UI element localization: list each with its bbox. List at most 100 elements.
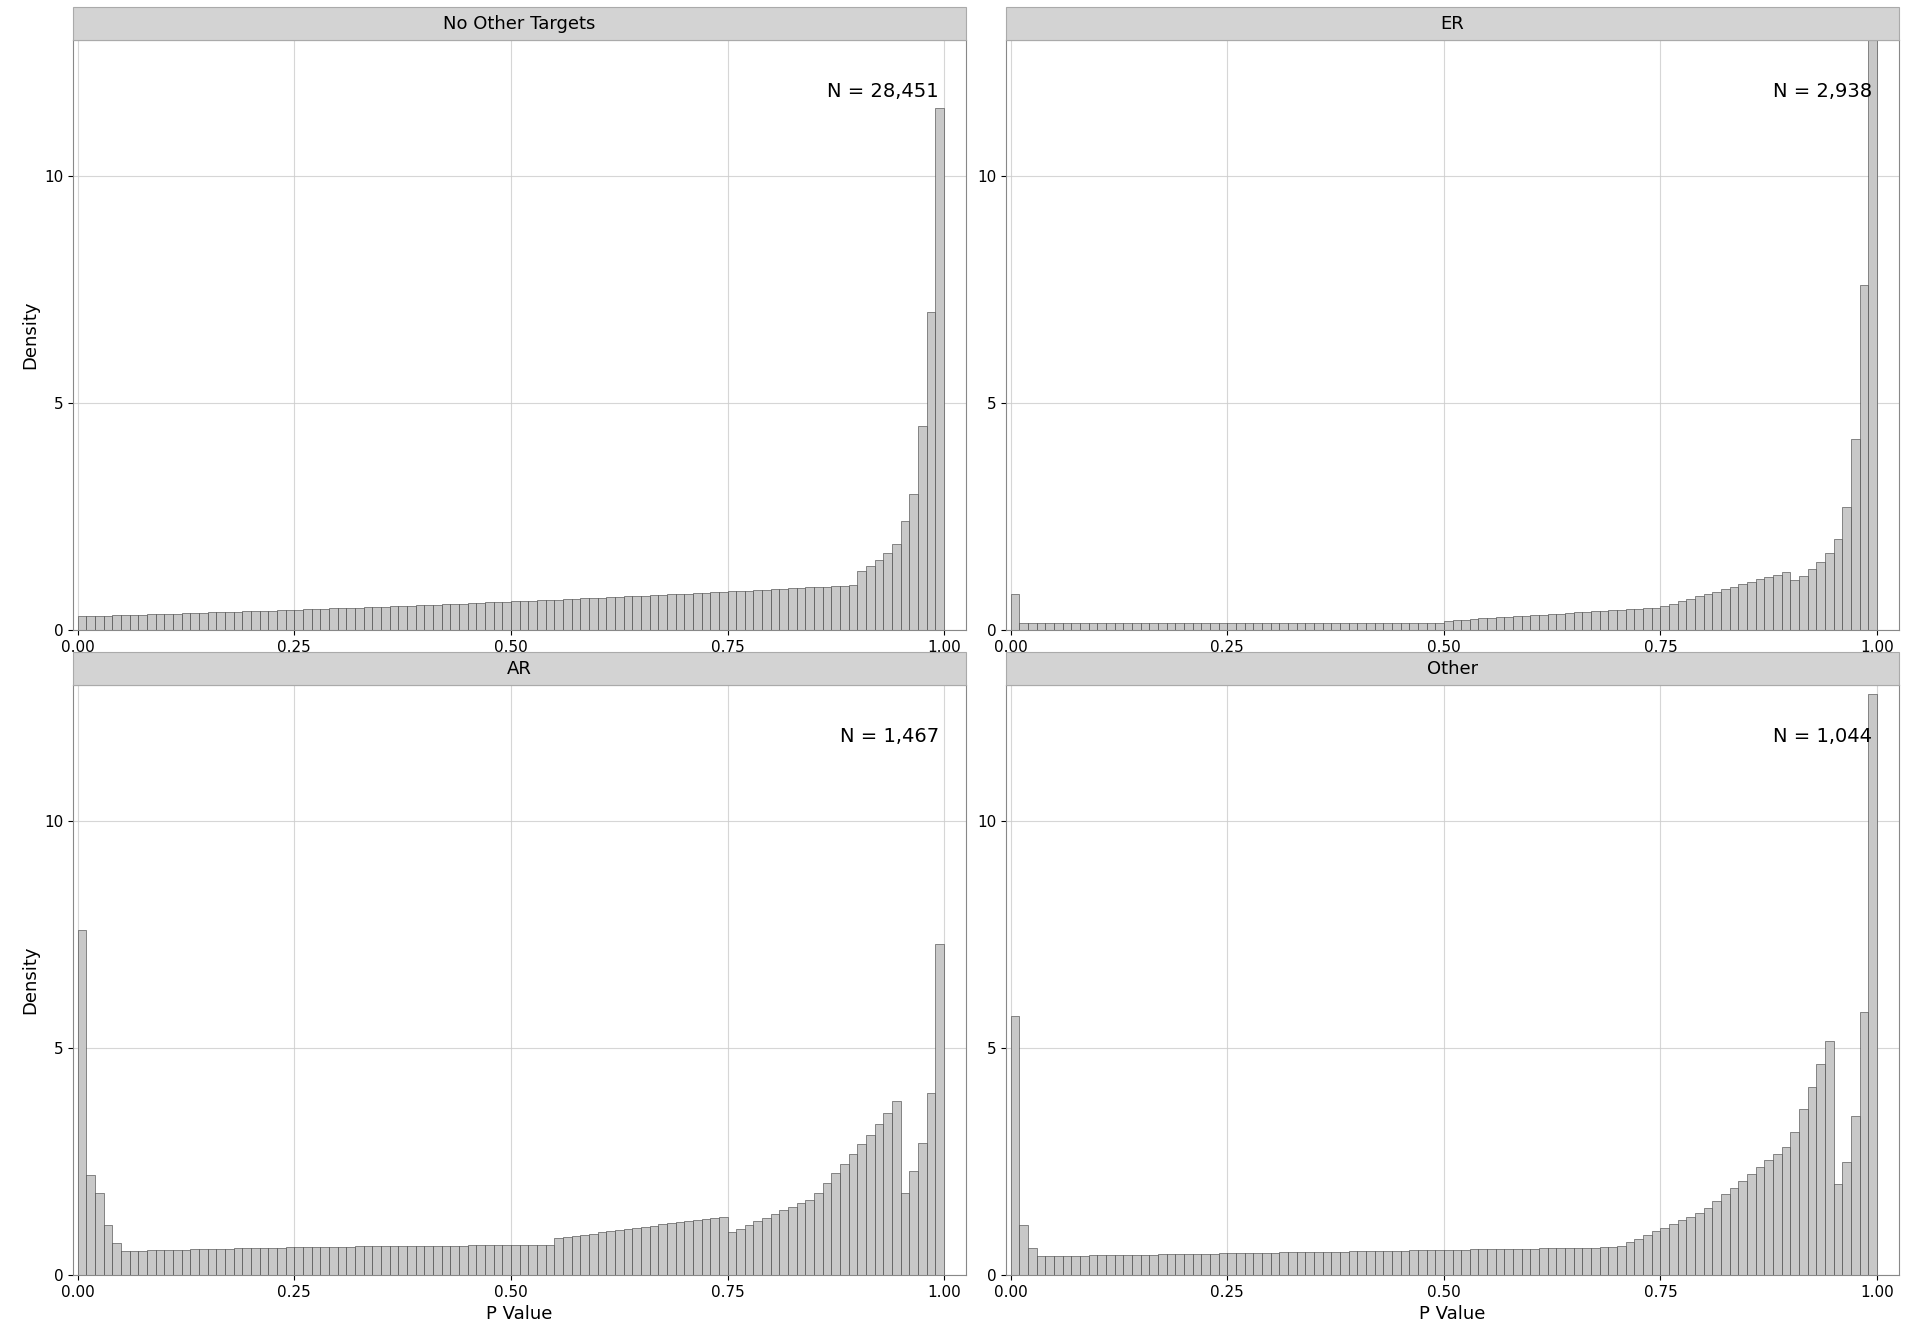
Bar: [1296, 624, 1306, 630]
Bar: [1089, 624, 1096, 630]
Bar: [1791, 581, 1799, 630]
Text: No Other Targets: No Other Targets: [444, 15, 595, 32]
Bar: [380, 1246, 390, 1275]
Text: Other: Other: [1427, 660, 1478, 677]
Bar: [1713, 591, 1720, 630]
Bar: [1254, 1253, 1261, 1275]
Bar: [597, 598, 607, 630]
Bar: [1020, 624, 1027, 630]
Bar: [1478, 1250, 1488, 1275]
Bar: [1851, 1116, 1860, 1275]
Bar: [1175, 624, 1185, 630]
Bar: [1096, 624, 1106, 630]
Bar: [1062, 624, 1071, 630]
Bar: [1357, 1251, 1365, 1275]
Bar: [1730, 1188, 1738, 1275]
Bar: [1799, 1109, 1809, 1275]
Bar: [1548, 614, 1557, 630]
Bar: [1192, 624, 1202, 630]
Bar: [294, 1247, 303, 1275]
Bar: [104, 1224, 113, 1275]
Bar: [814, 587, 824, 630]
Bar: [1417, 624, 1427, 630]
Bar: [718, 591, 728, 630]
Bar: [1375, 1251, 1382, 1275]
Bar: [1548, 1249, 1557, 1275]
Bar: [580, 598, 589, 630]
Bar: [1071, 624, 1079, 630]
Bar: [831, 1173, 841, 1275]
Bar: [1461, 1250, 1471, 1275]
Bar: [676, 1222, 684, 1275]
Bar: [131, 1251, 138, 1275]
Bar: [876, 559, 883, 630]
Bar: [580, 1235, 589, 1275]
Bar: [1392, 624, 1400, 630]
Bar: [363, 1246, 372, 1275]
Bar: [693, 593, 701, 630]
Bar: [659, 1224, 666, 1275]
Bar: [770, 589, 780, 630]
Bar: [1079, 624, 1089, 630]
Bar: [1244, 1253, 1254, 1275]
Bar: [1782, 573, 1791, 630]
Bar: [1843, 1161, 1851, 1275]
Bar: [415, 605, 424, 630]
Bar: [555, 599, 563, 630]
Bar: [1488, 618, 1496, 630]
Bar: [1106, 624, 1116, 630]
Bar: [1574, 613, 1582, 630]
Bar: [1116, 1255, 1123, 1275]
Bar: [641, 595, 649, 630]
Bar: [459, 603, 468, 630]
Bar: [94, 1193, 104, 1275]
Bar: [1279, 624, 1288, 630]
Bar: [545, 599, 555, 630]
Bar: [424, 605, 432, 630]
Bar: [666, 594, 676, 630]
Bar: [866, 566, 876, 630]
Bar: [927, 313, 935, 630]
Bar: [1772, 1153, 1782, 1275]
Bar: [1695, 1214, 1703, 1275]
Bar: [234, 1249, 242, 1275]
Bar: [1427, 1250, 1434, 1275]
Bar: [1427, 624, 1434, 630]
Bar: [753, 1222, 762, 1275]
Bar: [1236, 1253, 1244, 1275]
Bar: [1782, 1146, 1791, 1275]
Bar: [1599, 610, 1609, 630]
Bar: [649, 1226, 659, 1275]
Bar: [503, 602, 511, 630]
Bar: [338, 1247, 346, 1275]
Bar: [148, 1250, 156, 1275]
Bar: [1565, 613, 1574, 630]
Bar: [1167, 1254, 1175, 1275]
Bar: [407, 606, 415, 630]
Bar: [876, 1124, 883, 1275]
Bar: [1617, 1246, 1626, 1275]
Bar: [372, 607, 380, 630]
Bar: [113, 1243, 121, 1275]
Bar: [1071, 1255, 1079, 1275]
Bar: [468, 603, 476, 630]
Bar: [1609, 1247, 1617, 1275]
Bar: [607, 597, 614, 630]
Bar: [806, 1200, 814, 1275]
Bar: [1530, 616, 1540, 630]
Bar: [424, 1246, 432, 1275]
Bar: [1202, 1254, 1210, 1275]
Bar: [476, 603, 486, 630]
Bar: [659, 595, 666, 630]
Bar: [1409, 624, 1417, 630]
Bar: [555, 1238, 563, 1275]
Bar: [493, 1246, 503, 1275]
Bar: [710, 1218, 718, 1275]
Bar: [632, 595, 641, 630]
Bar: [1791, 1132, 1799, 1275]
Bar: [745, 1224, 753, 1275]
Bar: [1668, 1224, 1678, 1275]
Bar: [1244, 624, 1254, 630]
Bar: [476, 1246, 486, 1275]
Bar: [1816, 562, 1826, 630]
